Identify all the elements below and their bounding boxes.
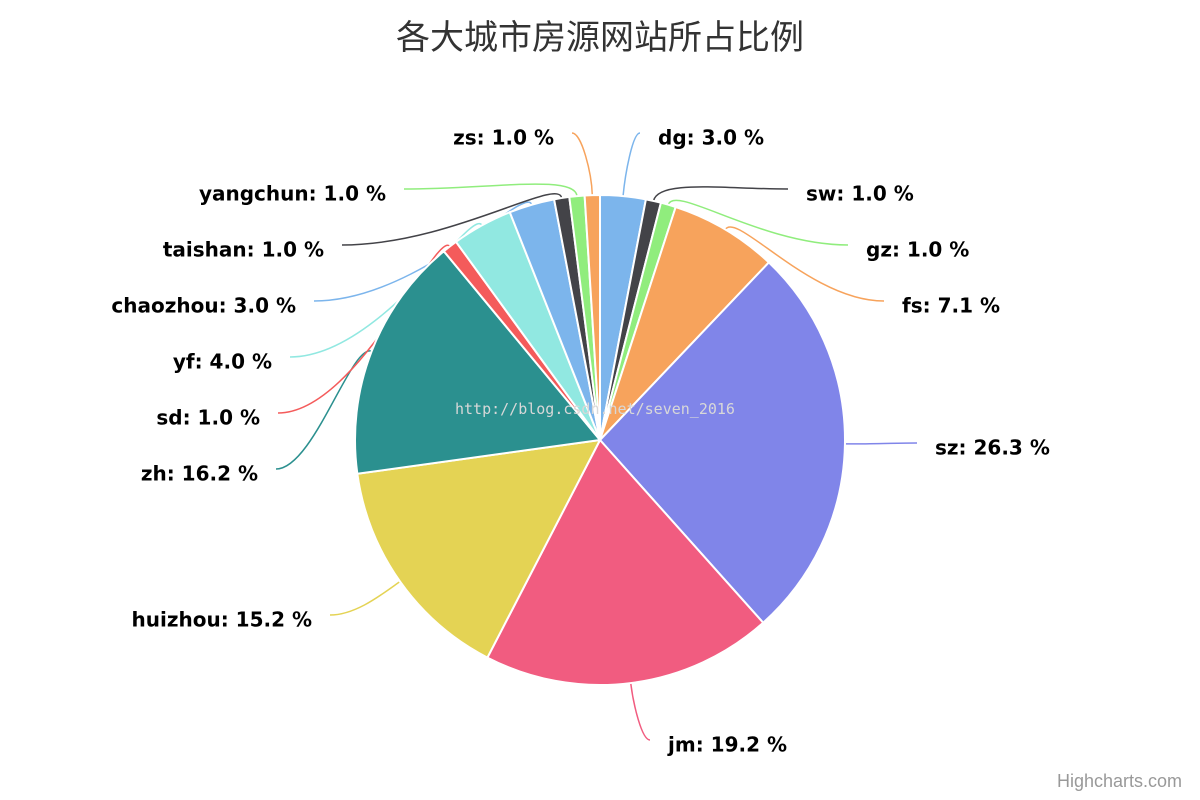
- connector-dg: [622, 132, 641, 197]
- connector-taishan: [341, 193, 563, 246]
- chart-title: 各大城市房源网站所占比例: [396, 18, 804, 58]
- data-label-zs: zs: 1.0 %: [453, 126, 554, 150]
- data-label-sw: sw: 1.0 %: [806, 182, 914, 206]
- pie-slice-zs[interactable]: [583, 193, 601, 441]
- data-label-gz: gz: 1.0 %: [866, 238, 969, 262]
- connector-yangchun: [403, 183, 578, 197]
- connector-gz: [667, 199, 849, 246]
- connector-jm: [629, 682, 651, 741]
- pie-slice-fs[interactable]: [599, 205, 771, 441]
- connector-zs: [571, 132, 594, 196]
- data-label-fs: fs: 7.1 %: [902, 294, 1000, 318]
- pie-slice-zh[interactable]: [354, 249, 602, 475]
- connector-zh: [275, 350, 372, 470]
- connector-sw: [652, 186, 789, 202]
- data-label-dg: dg: 3.0 %: [658, 126, 764, 150]
- data-label-taishan: taishan: 1.0 %: [163, 238, 324, 262]
- data-label-chaozhou: chaozhou: 3.0 %: [111, 294, 296, 318]
- data-label-yf: yf: 4.0 %: [173, 350, 272, 374]
- pie-slice-huizhou[interactable]: [356, 438, 602, 659]
- data-label-yangchun: yangchun: 1.0 %: [199, 182, 386, 206]
- pie-slice-sz[interactable]: [598, 261, 846, 625]
- pie-slice-jm[interactable]: [486, 438, 765, 686]
- connector-fs: [724, 226, 885, 302]
- credits-link[interactable]: Highcharts.com: [1056, 771, 1182, 791]
- data-label-jm: jm: 19.2 %: [667, 733, 787, 757]
- data-label-huizhou: huizhou: 15.2 %: [132, 608, 313, 632]
- connector-huizhou: [329, 580, 401, 616]
- data-label-zh: zh: 16.2 %: [141, 462, 258, 486]
- data-label-sz: sz: 26.3 %: [935, 436, 1050, 460]
- data-label-sd: sd: 1.0 %: [156, 406, 260, 430]
- connector-sz: [844, 442, 918, 445]
